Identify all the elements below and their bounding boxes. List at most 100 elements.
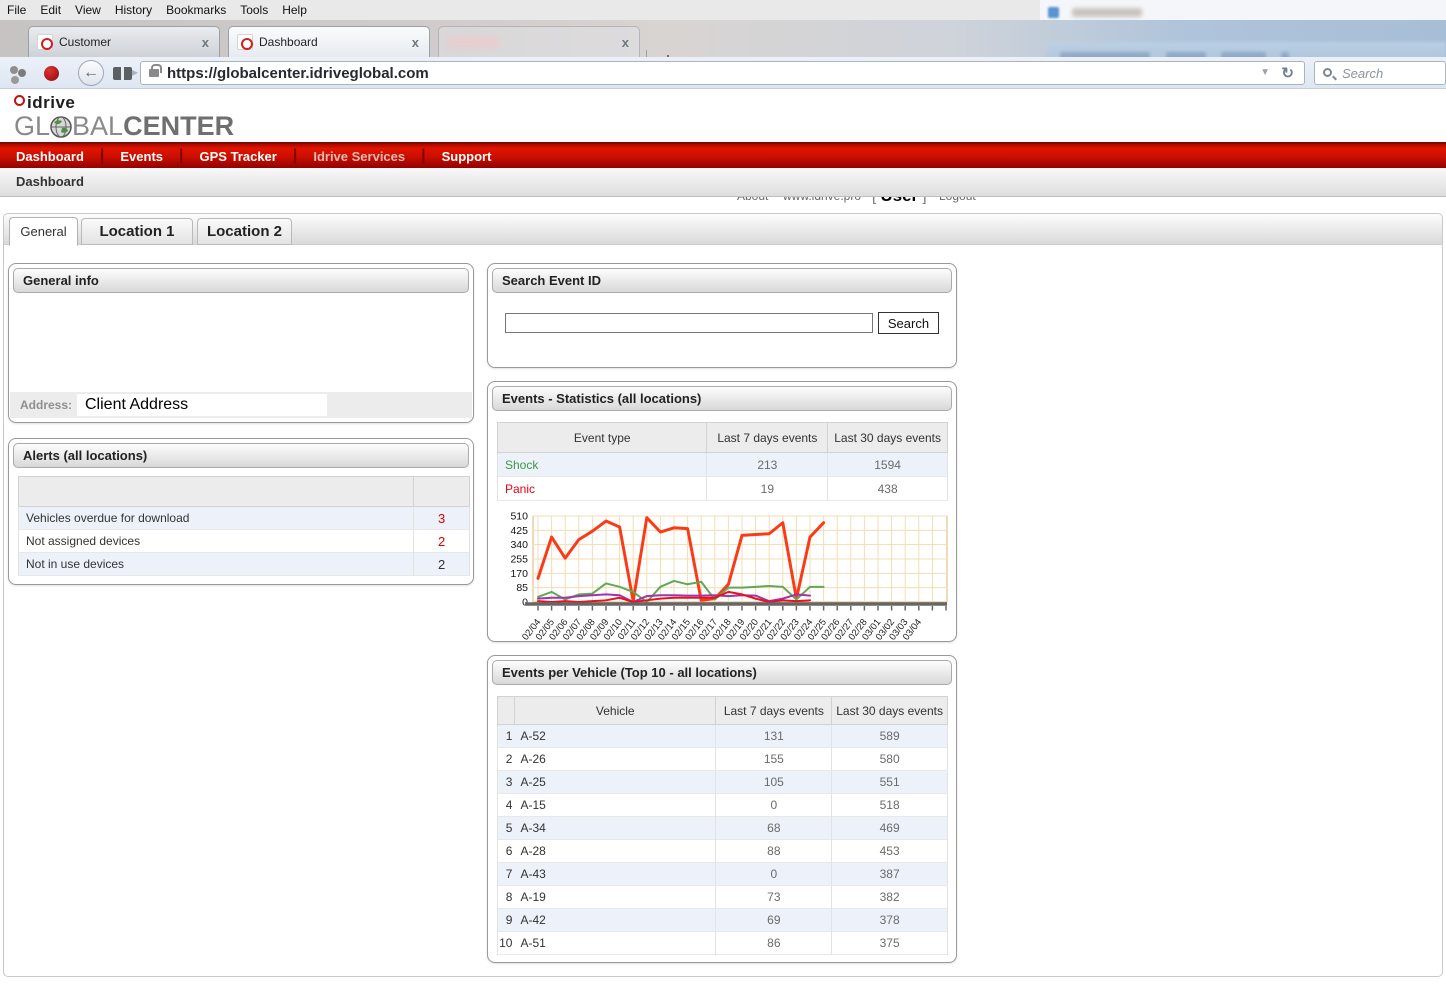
nav-item-support[interactable]: Support bbox=[441, 148, 492, 164]
vehicle-row: 2 A-26 155 580 bbox=[497, 747, 948, 771]
nav-separator: | bbox=[99, 147, 105, 164]
back-button[interactable]: ← bbox=[78, 60, 104, 86]
last-7-days-value: 68 bbox=[715, 816, 833, 840]
alerts-table: Vehicles overdue for download 3 Not assign… bbox=[17, 476, 470, 576]
browser-search-box[interactable]: Search bbox=[1314, 61, 1446, 85]
vehicle-name: A-43 bbox=[514, 862, 717, 886]
nav-separator: | bbox=[421, 147, 426, 164]
menu-item-help[interactable]: Help bbox=[282, 3, 307, 17]
nav-item-events[interactable]: Events bbox=[120, 148, 164, 164]
panel-title: Alerts (all locations) bbox=[13, 443, 469, 468]
y-tick-label: 425 bbox=[510, 525, 528, 537]
last-7-days-value: 213 bbox=[706, 452, 829, 477]
y-tick-label: 85 bbox=[516, 582, 528, 594]
column-header bbox=[497, 696, 515, 725]
vehicle-rank: 10 bbox=[497, 931, 515, 955]
nav-item-dashboard[interactable]: Dashboard bbox=[16, 148, 84, 164]
background-window-icon bbox=[1048, 7, 1059, 18]
menu-item-view[interactable]: View bbox=[75, 3, 101, 17]
reload-icon[interactable]: ↻ bbox=[1281, 65, 1294, 82]
tab-location-1[interactable]: Location 1 bbox=[81, 218, 193, 245]
vehicle-name: A-19 bbox=[514, 885, 717, 909]
idrive-favicon bbox=[237, 34, 253, 50]
last-7-days-value: 105 bbox=[715, 770, 833, 794]
nav-item-idrive-services[interactable]: Idrive Services bbox=[313, 148, 406, 164]
tab-close-icon[interactable]: x bbox=[201, 34, 209, 50]
event-stat-row: Panic 19 438 bbox=[496, 476, 948, 501]
menu-item-history[interactable]: History bbox=[114, 3, 153, 17]
event-id-input[interactable] bbox=[505, 313, 873, 333]
event-search-button[interactable]: Search bbox=[878, 312, 939, 334]
menu-item-tools[interactable]: Tools bbox=[240, 3, 269, 17]
last-30-days-value: 580 bbox=[831, 747, 948, 771]
browser-tab-customer[interactable]: Customer x bbox=[28, 26, 220, 57]
menu-item-edit[interactable]: Edit bbox=[40, 3, 62, 17]
alert-label: Not assigned devices bbox=[17, 529, 415, 553]
vehicle-row: 1 A-52 131 589 bbox=[497, 724, 948, 748]
browser-nav-toolbar: ← ▸ https://globalcenter.idriveglobal.co… bbox=[0, 57, 1446, 89]
vehicle-row: 4 A-15 0 518 bbox=[497, 793, 948, 817]
y-tick-label: 340 bbox=[510, 539, 528, 551]
url-text[interactable]: https://globalcenter.idriveglobal.com bbox=[167, 65, 429, 82]
vehicle-name: A-42 bbox=[514, 908, 717, 932]
main-nav: Dashboard | Events | GPS Tracker | Idrive Serv… bbox=[0, 142, 1446, 168]
vehicle-name: A-51 bbox=[514, 931, 717, 955]
tab-groups-icon[interactable] bbox=[113, 67, 132, 80]
nav-separator: | bbox=[179, 147, 184, 164]
tab-close-icon[interactable]: x bbox=[621, 34, 629, 50]
alert-row: Not assigned devices 2 bbox=[17, 529, 470, 553]
url-dropdown-icon[interactable]: ▼ bbox=[1260, 67, 1270, 78]
series-red-thick bbox=[536, 516, 826, 603]
last-30-days-value: 378 bbox=[831, 908, 948, 932]
nav-item-gps-tracker[interactable]: GPS Tracker bbox=[199, 148, 277, 164]
breadcrumb: Dashboard bbox=[0, 168, 1446, 197]
logo-globalcenter-bold: CENTER bbox=[123, 111, 235, 141]
vehicle-rank: 6 bbox=[497, 839, 515, 863]
alert-count: 2 bbox=[413, 529, 470, 553]
tab-close-icon[interactable]: x bbox=[411, 34, 419, 50]
menu-item-bookmarks[interactable]: Bookmarks bbox=[166, 3, 227, 17]
tab-title: Customer bbox=[59, 35, 112, 49]
extension-paw-icon[interactable] bbox=[10, 66, 18, 74]
events-per-vehicle-table: Vehicle Last 7 days events Last 30 days … bbox=[497, 696, 948, 955]
logo-globalcenter-pre: GL bbox=[14, 111, 51, 141]
browser-tab-dashboard[interactable]: Dashboard x bbox=[228, 26, 430, 57]
tab-location-2[interactable]: Location 2 bbox=[197, 218, 292, 245]
idrive-favicon bbox=[37, 34, 53, 50]
nav-separator: | bbox=[292, 147, 298, 164]
last-7-days-value: 86 bbox=[715, 931, 833, 955]
last-30-days-value: 387 bbox=[831, 862, 948, 886]
idrive-logo[interactable]: idrive GL BALCENTER bbox=[14, 93, 234, 142]
vehicle-rank: 5 bbox=[497, 816, 515, 840]
background-window-title-blur bbox=[1072, 8, 1142, 17]
menu-item-file[interactable]: File bbox=[7, 3, 27, 17]
globe-icon bbox=[50, 116, 72, 142]
series-purple bbox=[537, 593, 811, 603]
alerts-panel: Alerts (all locations) Vehicles overdue … bbox=[8, 438, 474, 585]
last-30-days-value: 438 bbox=[827, 476, 948, 501]
last-7-days-value: 88 bbox=[715, 839, 833, 863]
events-per-vehicle-panel: Events per Vehicle (Top 10 - all locatio… bbox=[487, 655, 957, 963]
vehicle-rank: 4 bbox=[497, 793, 515, 817]
url-bar[interactable]: https://globalcenter.idriveglobal.com ▼ … bbox=[140, 61, 1305, 85]
vehicle-row: 6 A-28 88 453 bbox=[497, 839, 948, 863]
extension-record-icon[interactable] bbox=[44, 66, 59, 81]
tab-general[interactable]: General bbox=[9, 217, 78, 246]
address-row: Address: Client Address bbox=[10, 392, 472, 418]
vehicle-rank: 3 bbox=[497, 770, 515, 794]
tab-title-blur bbox=[447, 35, 499, 49]
series-green bbox=[537, 579, 825, 603]
browser-tab-blank[interactable]: x bbox=[438, 26, 640, 57]
vehicle-name: A-15 bbox=[514, 793, 717, 817]
vehicle-row: 3 A-25 105 551 bbox=[497, 770, 948, 794]
address-field: Client Address bbox=[77, 394, 327, 416]
lock-icon bbox=[149, 64, 162, 77]
events-statistics-table: Event type Last 7 days events Last 30 da… bbox=[496, 422, 948, 501]
alert-count: 3 bbox=[413, 506, 470, 530]
y-tick-label: 170 bbox=[510, 568, 528, 580]
panel-title: Events - Statistics (all locations) bbox=[492, 386, 952, 411]
vehicle-rank: 1 bbox=[497, 724, 515, 748]
panel-title: General info bbox=[13, 268, 469, 293]
last-7-days-value: 69 bbox=[715, 908, 833, 932]
alert-label: Not in use devices bbox=[17, 552, 415, 576]
